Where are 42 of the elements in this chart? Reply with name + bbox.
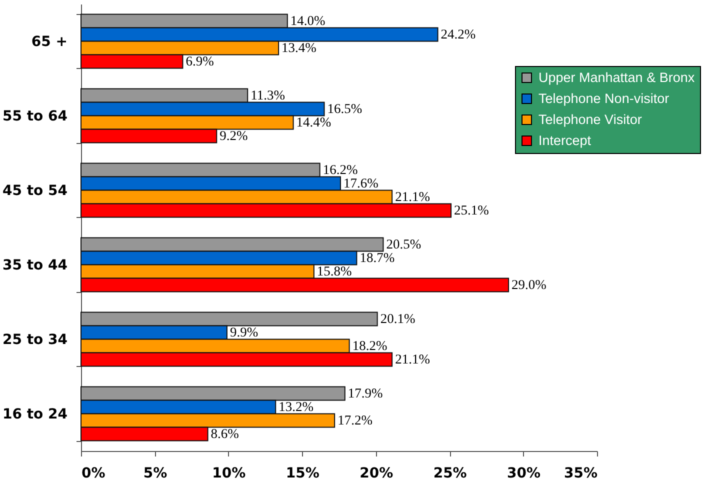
legend-label: Telephone Visitor xyxy=(538,112,642,127)
data-label: 20.1% xyxy=(380,310,416,326)
data-label: 20.5% xyxy=(386,236,422,252)
x-tick-label: 35% xyxy=(564,466,598,482)
data-label: 13.2% xyxy=(278,399,314,414)
data-label: 17.9% xyxy=(348,385,383,400)
data-label: 14.4% xyxy=(296,114,332,130)
data-label: 9.2% xyxy=(220,128,248,144)
data-label: 6.9% xyxy=(186,54,214,69)
data-label: 16.2% xyxy=(322,162,358,177)
x-tick-label: 30% xyxy=(507,466,541,482)
x-tick-label: 20% xyxy=(360,466,394,482)
data-label: 21.1% xyxy=(395,189,430,204)
x-tick-label: 5% xyxy=(143,466,168,482)
data-label: 13.4% xyxy=(282,40,316,55)
data-label: 17.6% xyxy=(343,176,378,190)
data-label: 14.0% xyxy=(290,12,326,28)
x-tick-label: 25% xyxy=(433,466,467,482)
legend-label: Intercept xyxy=(538,132,592,148)
legend-label: Telephone Non-visitor xyxy=(538,90,670,106)
data-label: 21.1% xyxy=(395,352,430,367)
data-label: 18.7% xyxy=(360,250,395,265)
data-label: 11.3% xyxy=(250,87,285,102)
y-tick-label: 55 to 64 xyxy=(2,108,68,124)
data-label: 25.1% xyxy=(454,202,489,218)
data-label: 17.2% xyxy=(338,412,372,428)
x-tick-label: 10% xyxy=(212,466,246,482)
data-label: 15.8% xyxy=(316,264,352,278)
y-tick-label: 16 to 24 xyxy=(2,406,68,422)
x-tick-label: 0% xyxy=(82,466,106,482)
y-tick-label: 35 to 44 xyxy=(2,257,68,274)
legend-label: Upper Manhattan & Bronx xyxy=(538,70,695,85)
x-tick-label: 15% xyxy=(286,466,320,482)
data-label: 29.0% xyxy=(512,277,546,292)
data-label: 18.2% xyxy=(352,338,388,353)
y-tick-label: 25 to 34 xyxy=(2,332,68,348)
y-tick-label: 45 to 54 xyxy=(2,182,68,199)
data-label: 9.9% xyxy=(230,324,258,340)
data-label: 24.2% xyxy=(440,26,476,42)
data-label: 8.6% xyxy=(210,426,239,442)
y-tick-label: 65 + xyxy=(31,34,68,50)
data-label: 16.5% xyxy=(327,101,362,116)
